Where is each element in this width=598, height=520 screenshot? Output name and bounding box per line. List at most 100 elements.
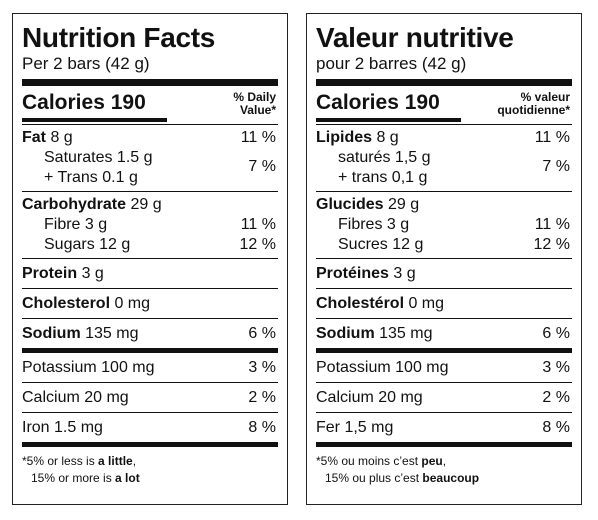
nutrition-facts-panel-en: Nutrition Facts Per 2 bars (42 g) Calori… (12, 13, 288, 505)
daily-value-header: % Daily Value* (233, 91, 276, 117)
footnote-line-1: *5% or less is a little, (22, 453, 278, 470)
sugars-label: Sugars 12 g (44, 236, 131, 253)
dv-line-1: % valeur (520, 90, 570, 104)
fibre-row: Fibre 3 g 11 % (22, 215, 278, 235)
divider (22, 382, 278, 383)
divider (22, 412, 278, 413)
trans-row: + Trans 0.1 g (44, 169, 138, 186)
fibre-percent: 11 % (240, 216, 276, 233)
divider (316, 412, 572, 413)
cholesterol-label: Cholesterol (22, 295, 111, 312)
fibre-label: Fibres 3 g (338, 216, 410, 233)
sugars-percent: 12 % (533, 236, 570, 253)
sugars-row: Sucres 12 g 12 % (316, 235, 572, 255)
sodium-percent: 6 % (542, 325, 570, 342)
calcium-label: Calcium 20 mg (316, 389, 423, 406)
carb-group: Carbohydrate 29 g Fibre 3 g 11 % Sugars … (22, 192, 278, 258)
divider-thick (316, 79, 572, 86)
fibre-percent: 11 % (534, 216, 570, 233)
calcium-row: Calcium 20 mg 2 % (22, 383, 278, 412)
potassium-row: Potassium 100 mg 3 % (316, 353, 572, 382)
calcium-percent: 2 % (248, 389, 276, 406)
iron-label: Fer 1,5 mg (316, 419, 394, 436)
protein-amount: 3 g (77, 265, 104, 282)
fat-row: Lipides 8 g 11 % (316, 128, 572, 148)
footnote: *5% or less is a little, 15% or more is … (22, 453, 278, 487)
fat-group: Lipides 8 g 11 % saturés 1,5 g + trans 0… (316, 125, 572, 191)
sat-trans-block: saturés 1,5 g + trans 0,1 g 7 % (316, 148, 572, 188)
footnote-text: 15% or more is (31, 471, 116, 485)
saturates-row: saturés 1,5 g (338, 149, 431, 166)
divider (22, 191, 278, 192)
divider (22, 318, 278, 319)
footnote-line-2: 15% or more is a lot (22, 470, 278, 487)
divider (22, 288, 278, 289)
calories-label: Calories 190 (22, 91, 146, 114)
protein-amount: 3 g (388, 265, 416, 282)
divider (316, 288, 572, 289)
calcium-row: Calcium 20 mg 2 % (316, 383, 572, 412)
potassium-percent: 3 % (542, 359, 570, 376)
sat-trans-block: Saturates 1.5 g + Trans 0.1 g 7 % (22, 148, 278, 188)
calcium-label: Calcium 20 mg (22, 389, 129, 406)
dv-line-1: % Daily (233, 90, 276, 104)
calories-underline (316, 118, 461, 122)
sodium-amount: 135 mg (374, 325, 433, 342)
potassium-percent: 3 % (248, 359, 276, 376)
carb-row: Glucides 29 g (316, 195, 572, 215)
divider-thick (22, 79, 278, 86)
footnote-text: 15% ou plus c’est (325, 471, 423, 485)
saturates-row: Saturates 1.5 g (44, 149, 153, 166)
carb-amount: 29 g (383, 196, 420, 213)
fat-label: Fat (22, 129, 46, 146)
divider (22, 258, 278, 259)
protein-label: Protein (22, 265, 78, 282)
fat-row: Fat 8 g 11 % (22, 128, 278, 148)
sodium-row: Sodium 135 mg 6 % (22, 319, 278, 348)
footnote-line-1: *5% ou moins c’est peu, (316, 453, 572, 470)
serving-size: pour 2 barres (42 g) (316, 54, 467, 73)
protein-row: Protein 3 g (22, 259, 278, 288)
calories-row: Calories 190 % Daily Value* (22, 86, 278, 124)
fibre-row: Fibres 3 g 11 % (316, 215, 572, 235)
divider (316, 382, 572, 383)
protein-row: Protéines 3 g (316, 259, 572, 288)
potassium-label: Potassium 100 mg (316, 359, 449, 376)
sat-trans-percent: 7 % (542, 158, 570, 175)
sodium-percent: 6 % (248, 325, 276, 342)
dv-line-2: quotidienne* (497, 103, 570, 117)
footnote: *5% ou moins c’est peu, 15% ou plus c’es… (316, 453, 572, 487)
cholesterol-amount: 0 mg (110, 295, 151, 312)
footnote-line-2: 15% ou plus c’est beaucoup (316, 470, 572, 487)
divider (316, 258, 572, 259)
divider-thick (316, 348, 572, 353)
fat-amount: 8 g (372, 129, 399, 146)
iron-row: Iron 1.5 mg 8 % (22, 413, 278, 442)
fat-percent: 11 % (240, 129, 276, 146)
footnote-emphasis: beaucoup (422, 471, 480, 485)
potassium-row: Potassium 100 mg 3 % (22, 353, 278, 382)
cholesterol-row: Cholestérol 0 mg (316, 289, 572, 318)
calories-underline (22, 118, 167, 122)
divider-thick (22, 442, 278, 447)
footnote-emphasis: a lot (115, 471, 140, 485)
carb-label: Carbohydrate (22, 196, 127, 213)
calcium-percent: 2 % (542, 389, 570, 406)
cholesterol-row: Cholesterol 0 mg (22, 289, 278, 318)
fat-amount: 8 g (46, 129, 73, 146)
carb-group: Glucides 29 g Fibres 3 g 11 % Sucres 12 … (316, 192, 572, 258)
iron-percent: 8 % (248, 419, 276, 436)
carb-row: Carbohydrate 29 g (22, 195, 278, 215)
sodium-amount: 135 mg (80, 325, 139, 342)
iron-percent: 8 % (542, 419, 570, 436)
fat-percent: 11 % (534, 129, 570, 146)
footnote-emphasis: a little (98, 454, 133, 468)
divider-thick (22, 348, 278, 353)
sodium-row: Sodium 135 mg 6 % (316, 319, 572, 348)
panel-title: Nutrition Facts (22, 22, 216, 53)
sugars-percent: 12 % (239, 236, 276, 253)
fat-label: Lipides (316, 129, 373, 146)
divider (22, 124, 278, 125)
footnote-comma: , (442, 454, 447, 468)
divider-thick (316, 442, 572, 447)
